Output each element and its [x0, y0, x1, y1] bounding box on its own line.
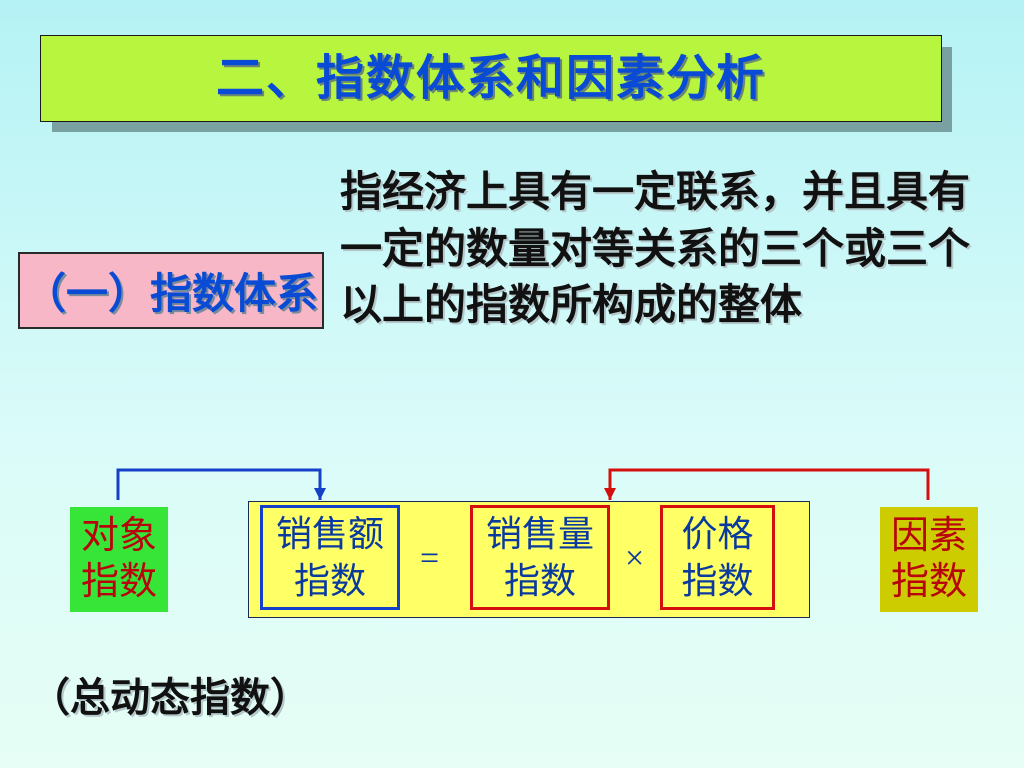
- sales-amount-l2: 指数: [294, 558, 366, 605]
- factor-index-l2: 指数: [891, 560, 967, 606]
- object-index-l2: 指数: [81, 560, 157, 606]
- sales-quantity-l1: 销售量: [486, 511, 594, 558]
- sales-amount-l1: 销售额: [276, 511, 384, 558]
- equals-symbol: =: [420, 540, 439, 578]
- factor-index-box: 因素 指数: [880, 507, 978, 612]
- price-index-box: 价格 指数: [660, 505, 775, 610]
- object-index-l1: 对象: [81, 514, 157, 560]
- factor-index-l1: 因素: [891, 514, 967, 560]
- sales-quantity-l2: 指数: [504, 558, 576, 605]
- definition-text: 指经济上具有一定联系，并且具有一定的数量对等关系的三个或三个以上的指数所构成的整…: [340, 165, 980, 335]
- object-index-box: 对象 指数: [70, 507, 168, 612]
- title-text: 二、指数体系和因素分析: [40, 35, 942, 122]
- sales-amount-index-box: 销售额 指数: [260, 505, 400, 610]
- subtitle-box: （一）指数体系: [18, 252, 324, 329]
- sales-quantity-index-box: 销售量 指数: [470, 505, 610, 610]
- equation-row: 对象 指数 销售额 指数 = 销售量 指数 × 价格 指数 因素 指数: [0, 495, 1024, 645]
- price-l2: 指数: [681, 558, 753, 605]
- footer-note: （总动态指数）: [30, 665, 310, 723]
- title-bar: 二、指数体系和因素分析: [40, 35, 942, 122]
- times-symbol: ×: [625, 540, 644, 578]
- price-l1: 价格: [681, 511, 753, 558]
